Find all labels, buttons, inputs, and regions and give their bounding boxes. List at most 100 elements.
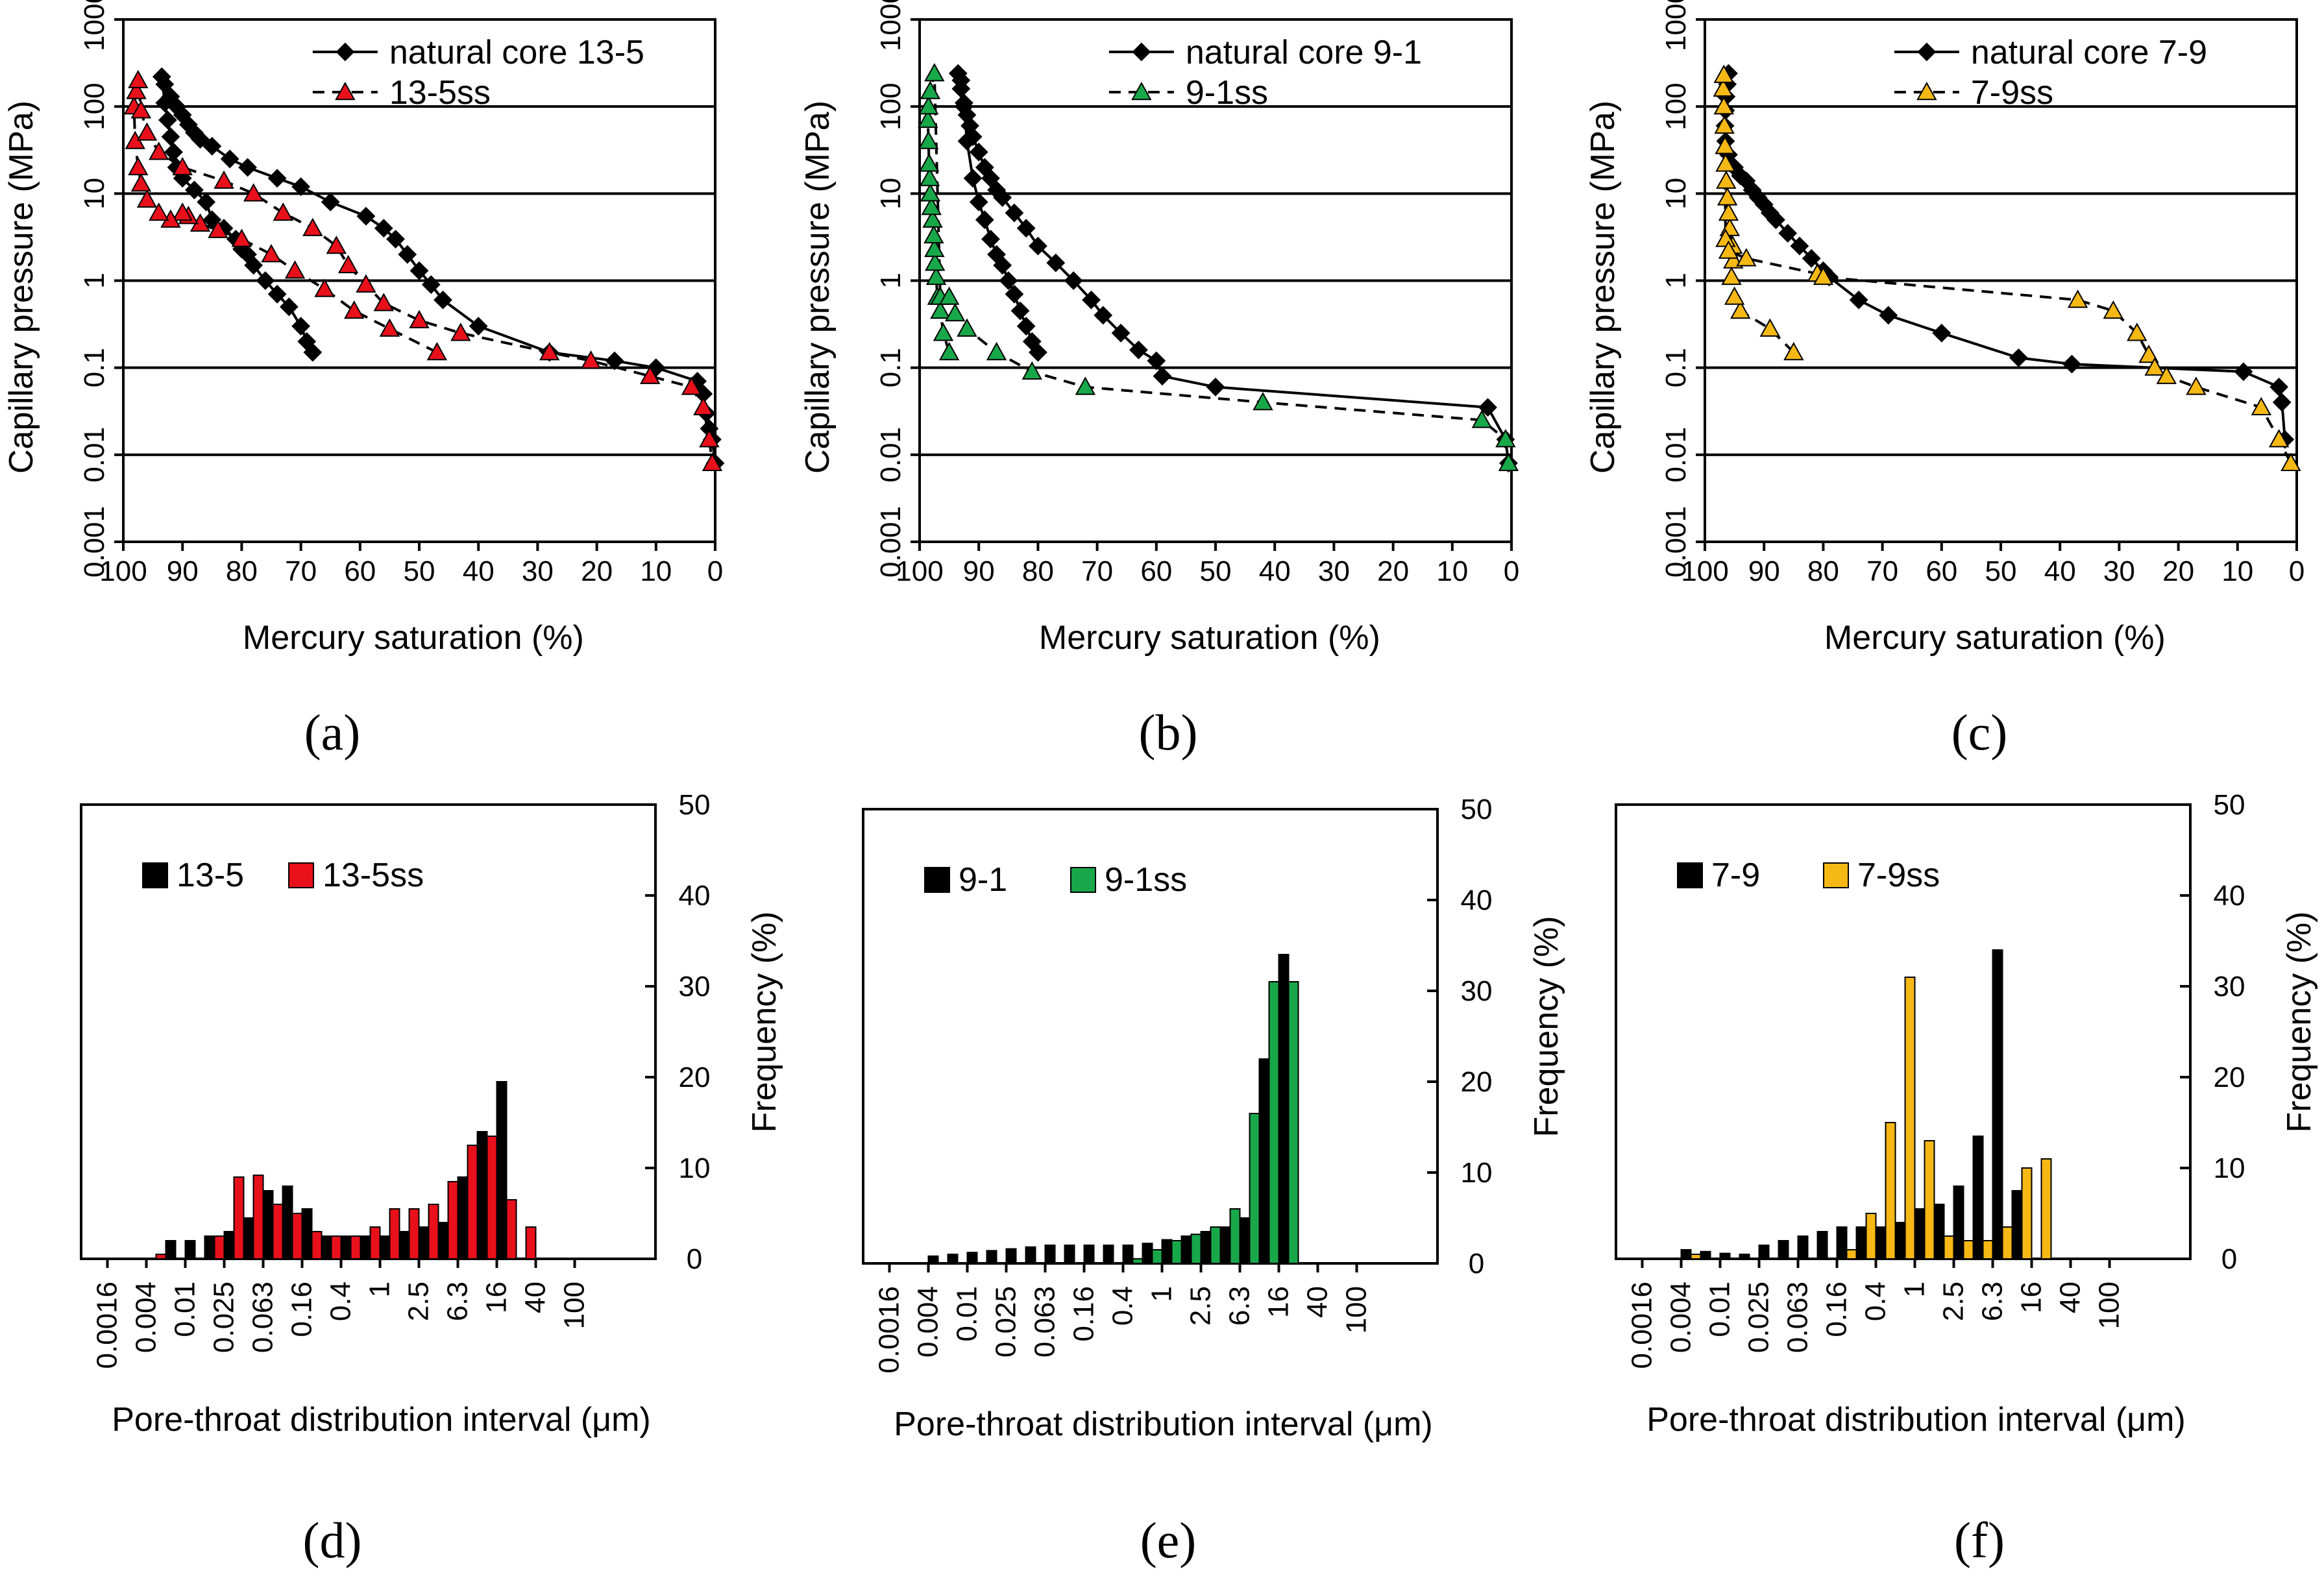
- legend-label: 7-9: [1711, 857, 1760, 894]
- data-point: [409, 310, 430, 328]
- series-9-1ss: [918, 63, 1519, 472]
- data-point: [580, 350, 602, 369]
- data-point: [975, 210, 994, 230]
- bar: [457, 1176, 469, 1259]
- data-point: [1147, 351, 1166, 371]
- x-tick-label: 10: [2221, 555, 2253, 587]
- data-point: [924, 63, 945, 82]
- data-point: [450, 322, 471, 341]
- x-tick-label: 0.025: [1743, 1282, 1775, 1353]
- y-tick-label: 10: [1461, 1157, 1493, 1189]
- bar: [204, 1235, 215, 1259]
- data-point: [284, 260, 306, 279]
- data-point: [291, 317, 311, 336]
- data-point: [267, 169, 287, 188]
- y-axis-label: Frequency (%): [2281, 912, 2318, 1133]
- x-tick-label: 70: [285, 555, 317, 587]
- y-tick-label: 1000: [79, 0, 110, 51]
- data-point: [155, 75, 175, 94]
- y-tick-label: 0: [687, 1243, 702, 1275]
- data-point: [1021, 361, 1042, 380]
- data-point: [1005, 284, 1024, 304]
- bar: [1025, 1246, 1036, 1265]
- data-point: [297, 332, 317, 351]
- y-tick-label: 0.1: [79, 348, 110, 387]
- data-point: [1129, 340, 1148, 359]
- y-tick-label: 0.001: [875, 506, 907, 578]
- data-point: [539, 341, 560, 361]
- series-7-9ss: [1690, 977, 2052, 1259]
- data-point: [2269, 378, 2289, 396]
- series-13-5ss: [155, 1136, 537, 1259]
- bar: [360, 1235, 371, 1259]
- data-point: [243, 183, 264, 202]
- bar: [1249, 1113, 1260, 1264]
- data-point: [214, 170, 234, 189]
- x-tick-label: 60: [1926, 555, 1957, 587]
- data-point: [1495, 429, 1516, 448]
- data-point: [1715, 153, 1736, 172]
- bar: [1982, 1240, 1994, 1259]
- data-point: [1498, 452, 1519, 472]
- data-point: [981, 230, 1000, 249]
- bar: [1180, 1235, 1192, 1264]
- data-point: [130, 173, 152, 192]
- legend-label: 13-5ss: [323, 857, 424, 894]
- bar: [1200, 1231, 1212, 1264]
- x-tick-label: 0.063: [1782, 1282, 1814, 1353]
- x-tick-label: 0.16: [1068, 1286, 1100, 1342]
- y-tick-label: 0.01: [79, 427, 110, 483]
- data-point: [2156, 365, 2177, 384]
- data-point: [924, 238, 945, 258]
- x-tick-label: 0.0016: [1626, 1282, 1658, 1369]
- x-tick-label: 40: [2044, 555, 2076, 587]
- data-point: [1790, 236, 1809, 256]
- data-point: [1016, 317, 1036, 336]
- data-point: [191, 130, 210, 149]
- data-point: [938, 341, 960, 361]
- data-point: [434, 290, 452, 310]
- y-tick-label: 20: [679, 1062, 711, 1093]
- data-point: [1713, 96, 1734, 115]
- bar: [476, 1131, 488, 1259]
- legend-marker: [1132, 42, 1151, 62]
- data-point: [925, 266, 947, 286]
- data-point: [267, 284, 287, 304]
- data-point: [1028, 236, 1047, 256]
- bar: [291, 1213, 303, 1259]
- series-9-1ss: [1132, 981, 1299, 1264]
- x-tick-label: 16: [481, 1282, 513, 1313]
- data-point: [128, 69, 149, 88]
- data-point: [172, 156, 193, 176]
- bar: [1933, 1204, 1945, 1259]
- x-tick-label: 0.0016: [874, 1286, 905, 1374]
- x-tick-label: 6.3: [1977, 1282, 2009, 1321]
- data-point: [208, 219, 228, 238]
- bar: [525, 1226, 537, 1259]
- data-point: [1721, 266, 1742, 286]
- legend-swatch: [1677, 862, 1703, 888]
- bar: [1992, 949, 2003, 1259]
- x-tick-label: 0.01: [951, 1286, 983, 1342]
- x-tick-label: 0.004: [130, 1282, 162, 1353]
- bar: [1142, 1243, 1153, 1264]
- data-point: [1153, 367, 1172, 386]
- x-tick-label: 80: [1022, 555, 1054, 587]
- series-line: [926, 73, 1510, 464]
- data-point: [986, 341, 1007, 361]
- data-point: [128, 156, 149, 176]
- y-tick-label: 20: [1461, 1066, 1493, 1098]
- legend-marker: [335, 81, 356, 101]
- data-point: [291, 177, 311, 197]
- bar: [1719, 1252, 1731, 1259]
- y-tick-label: 10: [79, 178, 110, 210]
- data-point: [356, 206, 376, 226]
- x-tick-label: 70: [1081, 555, 1113, 587]
- bar: [1278, 954, 1290, 1264]
- data-point: [1813, 266, 1834, 286]
- bar: [467, 1145, 478, 1259]
- data-point: [172, 202, 193, 221]
- x-axis-label: Mercury saturation (%): [243, 619, 584, 657]
